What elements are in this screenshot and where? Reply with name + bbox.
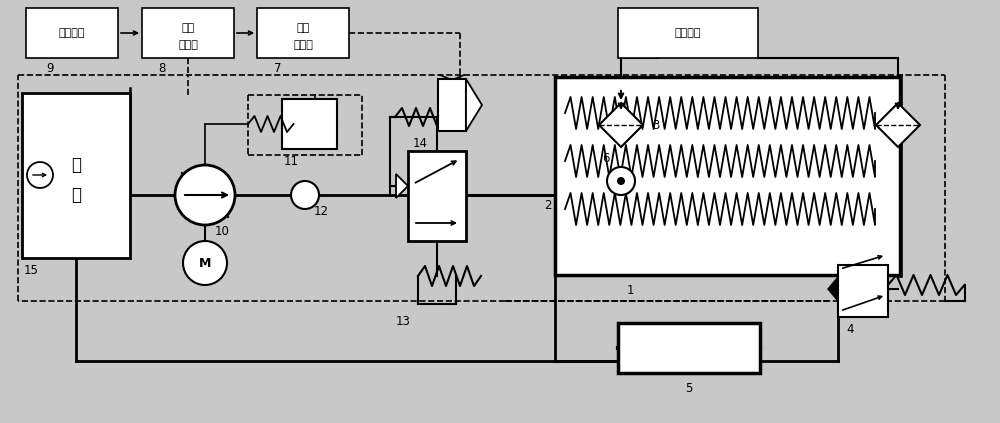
Text: 2: 2 — [544, 198, 552, 212]
Text: 温度: 温度 — [181, 23, 195, 33]
Text: 1: 1 — [626, 283, 634, 297]
Text: 12: 12 — [314, 204, 329, 217]
Bar — [408, 151, 466, 241]
Bar — [618, 8, 758, 58]
Bar — [438, 79, 466, 131]
Circle shape — [607, 167, 635, 195]
Text: 8: 8 — [158, 61, 166, 74]
Polygon shape — [599, 103, 643, 147]
Text: 15: 15 — [24, 264, 39, 277]
Text: 水: 水 — [71, 156, 81, 174]
Text: 处理器: 处理器 — [293, 40, 313, 50]
Text: 9: 9 — [46, 61, 54, 74]
Text: 11: 11 — [284, 154, 299, 168]
Polygon shape — [396, 174, 408, 198]
Circle shape — [175, 165, 235, 225]
Text: 10: 10 — [215, 225, 229, 237]
Bar — [26, 8, 118, 58]
Text: 测控器: 测控器 — [178, 40, 198, 50]
Text: 液压系统: 液压系统 — [675, 28, 701, 38]
Bar — [618, 323, 760, 373]
Bar — [894, 77, 900, 275]
Circle shape — [27, 162, 53, 188]
Text: 6: 6 — [602, 151, 610, 165]
Circle shape — [617, 177, 625, 185]
Polygon shape — [466, 79, 482, 131]
Bar — [838, 265, 888, 317]
Bar — [282, 99, 337, 149]
Text: 控制: 控制 — [296, 23, 310, 33]
Bar — [22, 93, 130, 258]
Text: 7: 7 — [274, 61, 282, 74]
Text: 14: 14 — [413, 137, 428, 149]
Text: M: M — [199, 256, 211, 269]
Polygon shape — [876, 103, 920, 147]
Bar — [142, 8, 234, 58]
Text: 4: 4 — [846, 322, 854, 335]
Circle shape — [183, 241, 227, 285]
Text: 箱: 箱 — [71, 186, 81, 204]
Text: 13: 13 — [396, 314, 410, 327]
Polygon shape — [828, 277, 838, 301]
Bar — [555, 77, 900, 275]
Text: 5: 5 — [685, 382, 693, 395]
Text: 3: 3 — [652, 118, 659, 132]
Bar — [257, 8, 349, 58]
Circle shape — [291, 181, 319, 209]
Text: 温度数显: 温度数显 — [59, 28, 85, 38]
